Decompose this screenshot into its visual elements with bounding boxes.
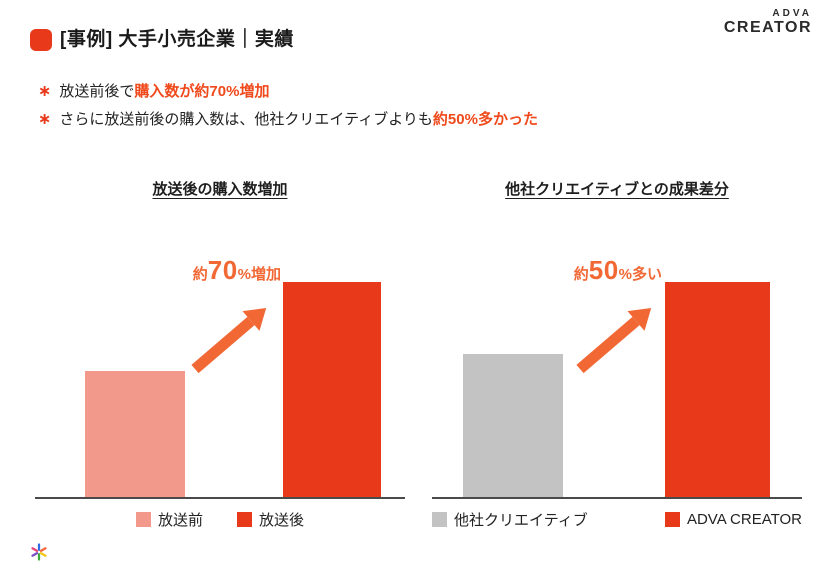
title-bullet-square: [30, 29, 52, 51]
legend-swatch-gray: [432, 512, 447, 527]
bar-adva-creator: [665, 282, 770, 497]
plot-area: 約70%増加: [35, 235, 405, 499]
bullet-point-2: ∗ さらに放送前後の購入数は、他社クリエイティブよりも約50%多かった: [38, 106, 538, 134]
growth-arrow-icon: [576, 308, 652, 374]
chart-title: 放送後の購入数増加: [152, 181, 288, 198]
legend-label: 放送前: [157, 512, 203, 529]
bar-competitor-creative: [463, 354, 563, 497]
page-title: [事例] 大手小売企業｜実績: [60, 29, 294, 50]
asterisk-bullet-icon: ∗: [38, 83, 52, 100]
growth-arrow-icon: [191, 308, 267, 374]
bullet-point-1: ∗ 放送前後で購入数が約70%増加: [38, 78, 538, 106]
legend-swatch-red: [664, 512, 680, 527]
bullet-2-highlight: 約50%多かった: [432, 111, 538, 128]
legend-item-adva: ADVA CREATOR: [664, 511, 802, 528]
annotation-value: 70: [207, 255, 238, 285]
bar-after-broadcast: [283, 282, 381, 497]
chart-legend: 他社クリエイティブ ADVA CREATOR: [432, 509, 802, 530]
legend-swatch-red: [237, 512, 252, 527]
bullet-2-text: さらに放送前後の購入数は、他社クリエイティブよりも: [59, 111, 433, 128]
chart-purchase-increase: 放送後の購入数増加 約70%増加 放送前 放送後: [35, 178, 405, 538]
legend-item-competitor: 他社クリエイティブ: [432, 509, 588, 530]
chart-title: 他社クリエイティブとの成果差分: [505, 181, 729, 198]
chart-legend: 放送前 放送後: [35, 509, 405, 530]
adva-creator-logo: ADVA CREATOR: [724, 8, 812, 37]
adva-logo-mark-icon: [31, 543, 47, 561]
annotation-value: 50: [588, 255, 619, 285]
legend-item-after: 放送後: [237, 509, 304, 530]
logo-line1: ADVA: [772, 8, 812, 19]
growth-annotation: 約70%増加: [35, 255, 281, 286]
legend-label: ADVA CREATOR: [686, 511, 802, 528]
legend-swatch-pink: [135, 512, 151, 527]
growth-annotation: 約50%多い: [432, 255, 662, 286]
chart-competitor-comparison: 他社クリエイティブとの成果差分 約50%多い 他社クリエイティブ ADVA CR…: [432, 178, 802, 538]
bar-before-broadcast: [85, 371, 185, 497]
plot-area: 約50%多い: [432, 235, 802, 499]
legend-label: 放送後: [259, 512, 305, 529]
annotation-prefix: 約: [192, 266, 208, 283]
bullet-1-text: 放送前後で: [59, 83, 135, 100]
asterisk-bullet-icon: ∗: [38, 111, 52, 128]
annotation-prefix: 約: [573, 266, 589, 283]
logo-line2: CREATOR: [723, 19, 812, 36]
bullet-1-highlight: 購入数が約70%増加: [134, 83, 270, 100]
annotation-suffix: %増加: [237, 266, 281, 283]
annotation-suffix: %多い: [618, 266, 662, 283]
legend-label: 他社クリエイティブ: [454, 512, 588, 529]
legend-item-before: 放送前: [135, 509, 203, 530]
key-points: ∗ 放送前後で購入数が約70%増加 ∗ さらに放送前後の購入数は、他社クリエイティブ…: [38, 78, 538, 134]
